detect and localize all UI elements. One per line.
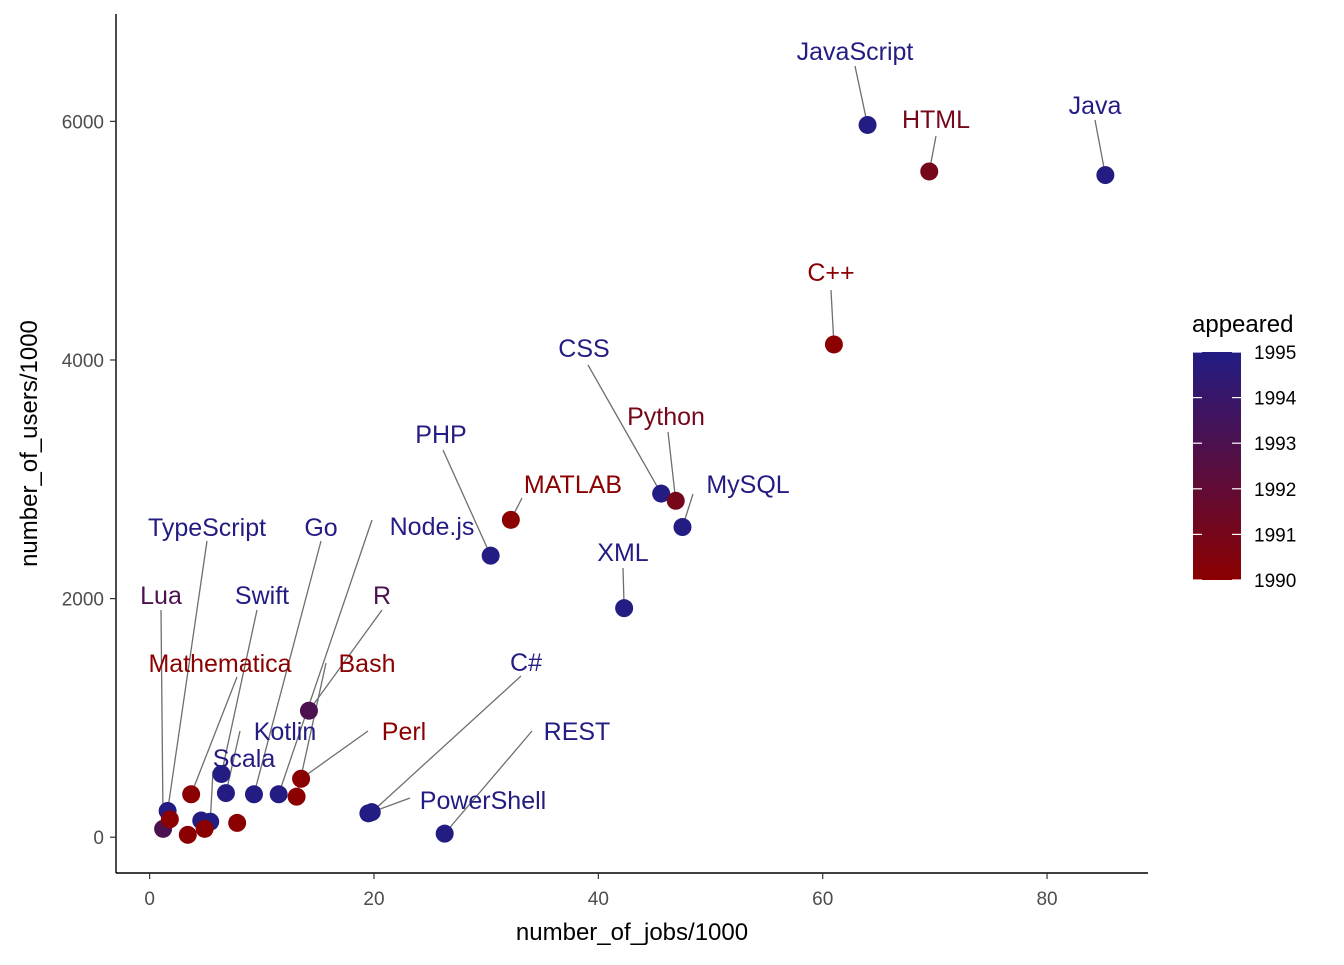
x-axis-title: number_of_jobs/1000 [516,919,748,946]
legend-label-1991: 1991 [1254,525,1296,546]
label-scala: Scala [213,745,276,773]
y-axis-title: number_of_users/1000 [16,320,43,567]
point-perl [292,769,311,788]
point-mathematica [182,785,201,804]
connector-python [667,431,677,501]
connector-css [587,364,662,494]
x-tick-label-0: 0 [144,889,155,910]
point-mysql [673,518,692,537]
legend-colorbar [1193,352,1241,580]
connector-swift [220,609,258,775]
label-css: CSS [558,335,609,363]
connector-kotlin [225,730,241,794]
label-perl: Perl [382,718,426,746]
point-javascript [858,115,877,134]
connector-mathematica [190,676,238,795]
connector-lua [160,609,164,829]
connector-perl [300,730,369,780]
label-swift: Swift [235,582,289,610]
x-tick-label-60: 60 [812,889,833,910]
label-go: Go [304,514,337,542]
label-c-: C++ [807,259,854,287]
connector-rest [444,730,533,835]
point-matlab [501,510,520,529]
color-legend: appeared 1990 1991 1992 1993 1994 1995 [1192,311,1297,592]
point-css [652,484,671,503]
label-python: Python [627,403,705,431]
legend-label-1992: 1992 [1254,480,1296,501]
label-powershell: PowerShell [420,787,546,815]
x-tick-label-20: 20 [363,889,384,910]
point-r [299,701,318,720]
point-rest [435,824,454,843]
label-html: HTML [902,106,970,134]
point-powershell [359,804,378,823]
label-java: Java [1069,92,1122,120]
connector-c- [830,289,835,345]
point-unlabeled-27 [178,825,197,844]
point-go [244,785,263,804]
point-java [1096,166,1115,185]
legend-label-1994: 1994 [1254,389,1297,410]
label-rest: REST [544,718,611,746]
connector-typescript [166,540,208,812]
label-typescript: TypeScript [148,514,266,542]
point-node-js [269,785,288,804]
point-unlabeled-28 [160,810,179,829]
label-php: PHP [415,421,466,449]
connector-php [442,449,492,556]
axes: 0 20 40 60 80 0 2000 4000 6000 number_of_jobs/100… [16,14,1148,946]
y-tick-label-6000: 6000 [62,112,104,133]
label-mathematica: Mathematica [148,650,291,678]
label-r: R [373,582,391,610]
y-tick-label-4000: 4000 [62,351,104,372]
label-matlab: MATLAB [524,471,622,499]
point-unlabeled-26 [195,819,214,838]
point-php [481,546,500,565]
point-xml [615,599,634,618]
y-tick-label-0: 0 [93,828,104,849]
point-c- [824,335,843,354]
connector-node-js [278,519,373,795]
label-c-: C# [510,649,542,677]
legend-title: appeared [1192,311,1293,338]
legend-label-1990: 1990 [1254,571,1296,592]
label-node-js: Node.js [390,513,475,541]
connector-c- [371,675,522,813]
label-xml: XML [597,539,649,567]
legend-label-1995: 1995 [1254,343,1296,364]
point-swift [212,764,231,783]
point-unlabeled-25 [228,813,247,832]
connector-r [308,609,383,712]
label-lua: Lua [140,582,182,610]
data-points [154,115,1115,844]
label-kotlin: Kotlin [254,718,317,746]
point-html [920,162,939,181]
point-bash [287,787,306,806]
point-kotlin [216,784,235,803]
label-bash: Bash [339,650,396,678]
x-tick-label-40: 40 [588,889,609,910]
connector-javascript [854,65,869,126]
label-javascript: JavaScript [797,38,914,66]
point-labels: Java JavaScript HTML C++ CSS Python MySQL MATLA… [140,38,1121,815]
x-tick-label-80: 80 [1036,889,1057,910]
connector-java [1094,119,1107,176]
connector-go [253,540,322,795]
legend-label-1993: 1993 [1254,434,1296,455]
y-tick-label-2000: 2000 [62,590,104,611]
point-python [666,491,685,510]
label-mysql: MySQL [706,471,789,499]
